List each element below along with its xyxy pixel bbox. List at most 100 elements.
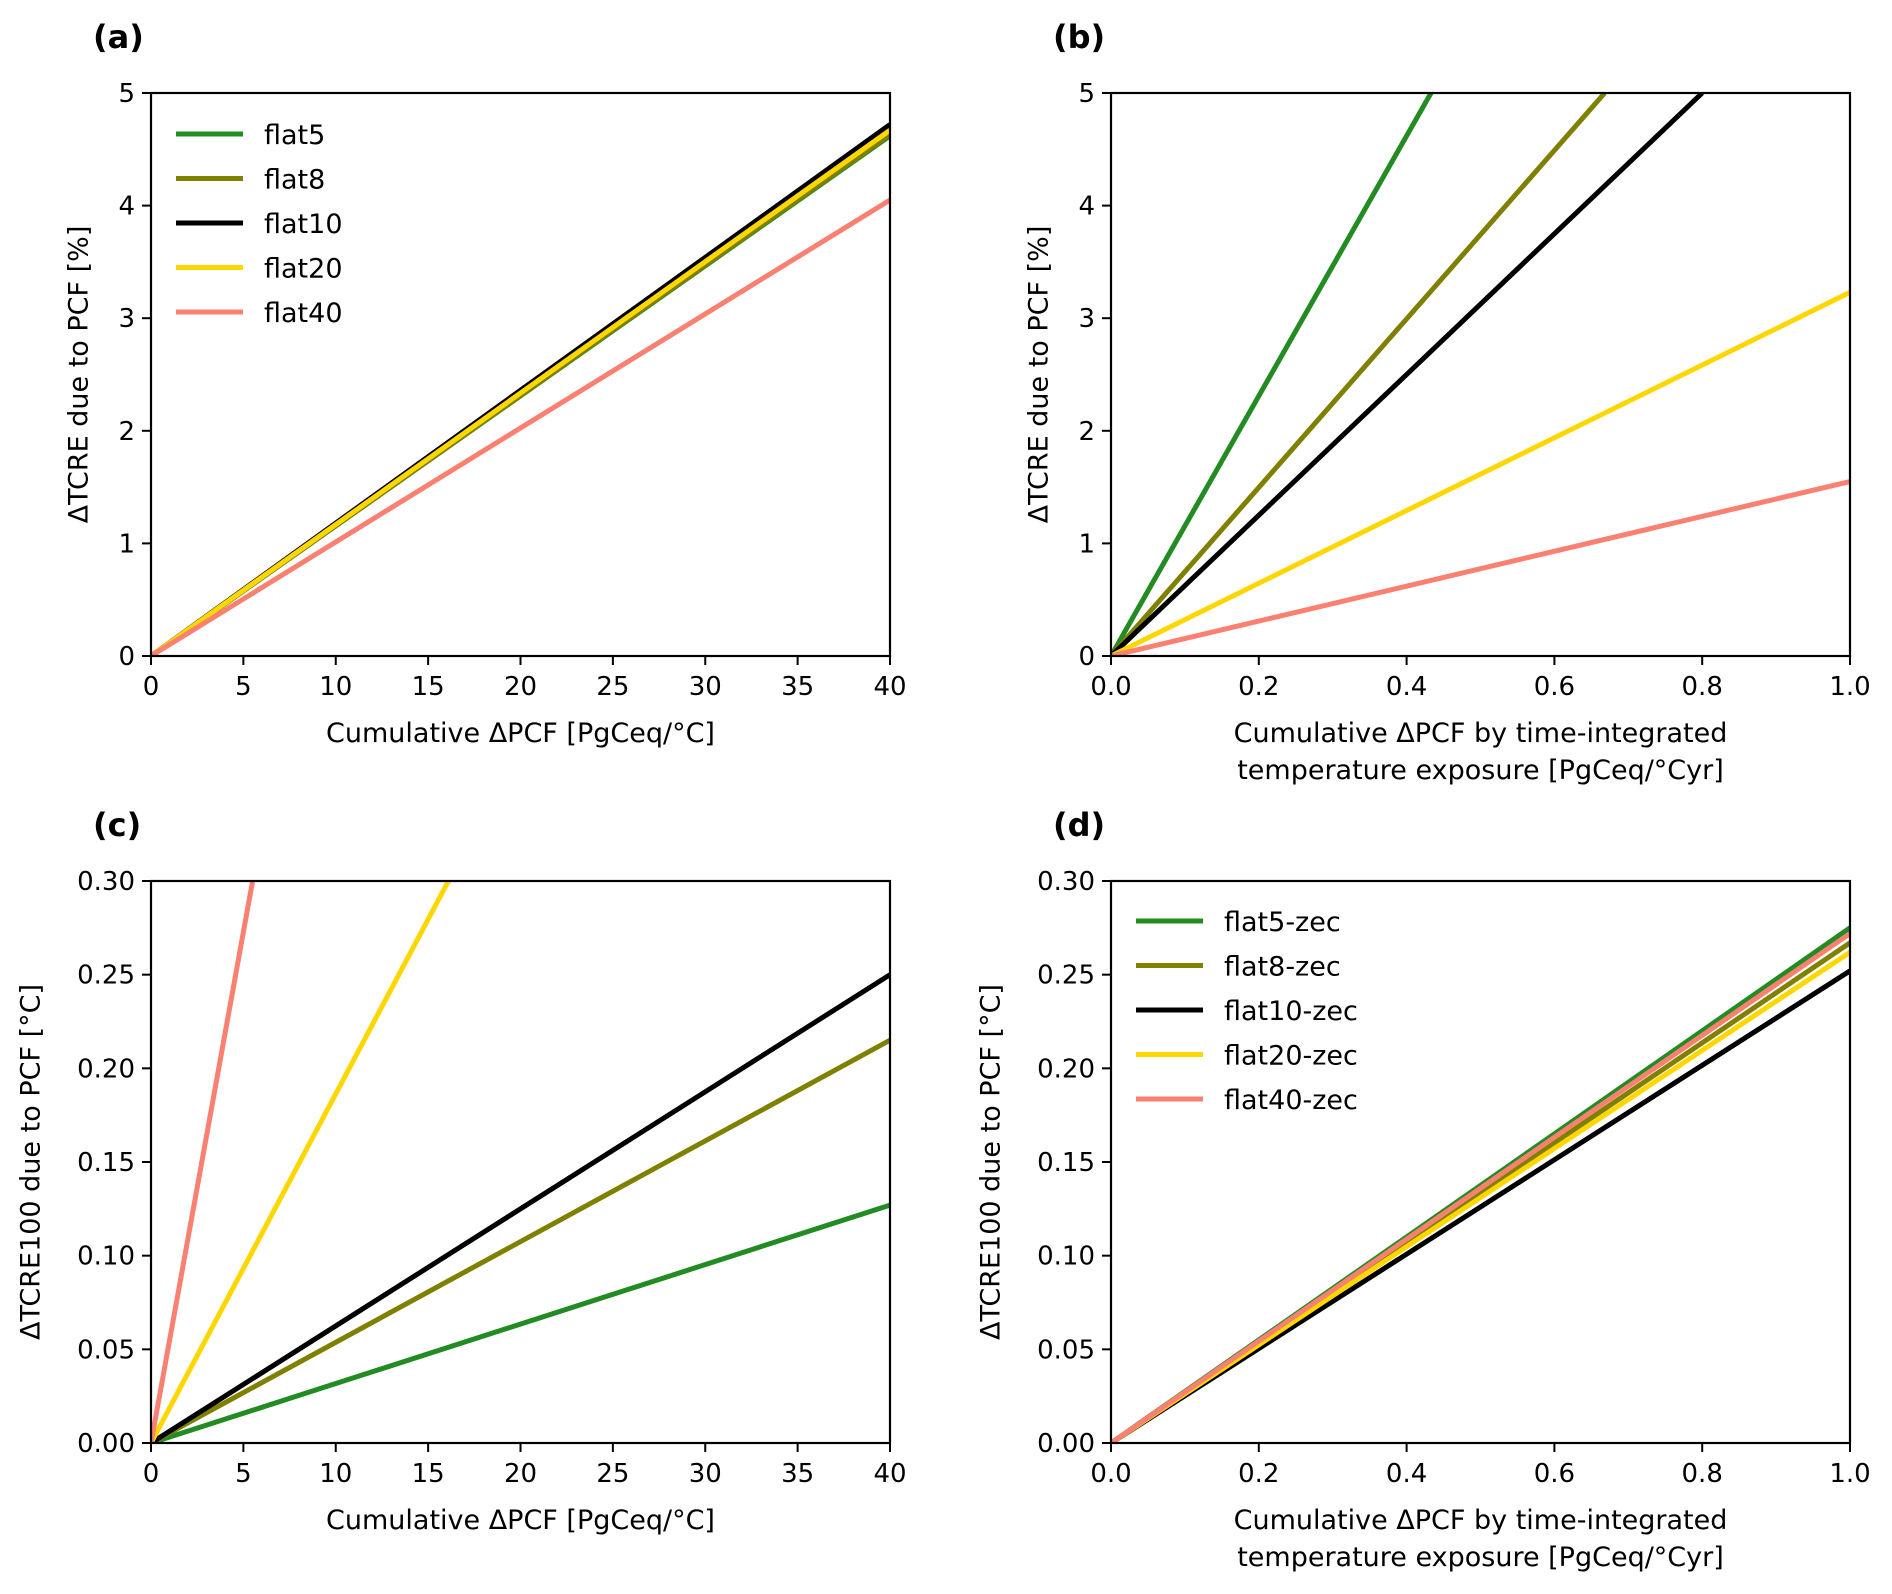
legend-label: flat8-zec: [1224, 952, 1341, 983]
y-tick-label: 0.10: [77, 1242, 135, 1272]
x-tick-label: 25: [596, 1459, 629, 1489]
series-line-flat20-zec: [1111, 950, 1850, 1443]
legend: flat5 flat8 flat10 flat20 flat40: [176, 120, 343, 329]
y-tick-label: 5: [118, 79, 135, 109]
x-tick-label: 0.6: [1534, 672, 1575, 702]
series-line-flat40: [151, 197, 890, 656]
series-line-flat8: [1111, 93, 1607, 656]
y-tick-label: 0: [1078, 642, 1095, 672]
series-line-flat5: [1111, 93, 1434, 656]
legend-label: flat40: [264, 298, 343, 329]
legend-label: flat20-zec: [1224, 1041, 1358, 1072]
x-tick-label: 15: [412, 1459, 445, 1489]
x-tick-label: 5: [235, 672, 252, 702]
series-group: [151, 881, 890, 1443]
axes-frame: [149, 91, 892, 658]
x-axis-label: temperature exposure [PgCeq/°Cyr]: [1237, 755, 1724, 786]
panel-b: 0.0 0.2 0.4 0.6 0.8 1.0 0 1 2 3 4 5 Cumulative ΔPCF …: [1024, 18, 1871, 786]
y-tick-label: 0.00: [1037, 1429, 1095, 1459]
y-axis-label: ΔTCRE due to PCF [%]: [1024, 226, 1055, 524]
panel-d: 0.0 0.2 0.4 0.6 0.8 1.0 0.00 0.05 0.10 0.15 0.20 0.…: [976, 806, 1871, 1573]
y-tick-label: 0.30: [1037, 867, 1095, 897]
y-tick-label: 0.20: [1037, 1054, 1095, 1084]
series-line-flat40: [151, 881, 256, 1443]
x-tick-label: 5: [235, 1459, 252, 1489]
y-tick-label: 3: [1078, 304, 1095, 334]
legend-label: flat40-zec: [1224, 1085, 1358, 1116]
x-tick-label: 0.2: [1238, 672, 1279, 702]
x-tick-label: 1.0: [1829, 672, 1870, 702]
panel-label: (b): [1053, 18, 1105, 56]
x-axis-label: temperature exposure [PgCeq/°Cyr]: [1237, 1542, 1724, 1573]
y-tick-label: 0.25: [77, 961, 135, 991]
x-tick-label: 0.0: [1090, 672, 1131, 702]
x-tick-label: 0.8: [1682, 672, 1723, 702]
x-tick-label: 30: [689, 1459, 722, 1489]
y-tick-label: 0.05: [1037, 1335, 1095, 1365]
y-tick-label: 0.30: [77, 867, 135, 897]
x-tick-label: 40: [873, 672, 906, 702]
x-tick-label: 20: [504, 1459, 537, 1489]
legend-label: flat5: [264, 120, 325, 151]
x-tick-label: 35: [781, 1459, 814, 1489]
x-tick-label: 0.6: [1534, 1459, 1575, 1489]
y-tick-label: 3: [118, 304, 135, 334]
y-tick-label: 1: [1078, 529, 1095, 559]
y-tick-label: 0.10: [1037, 1242, 1095, 1272]
x-axis-label: Cumulative ΔPCF [PgCeq/°C]: [326, 718, 715, 749]
x-tick-label: 0: [143, 672, 160, 702]
panel-c: 0 5 10 15 20 25 30 35 40 0.00 0.05 0.10 0.15 0.20 0.25…: [16, 806, 907, 1536]
series-line-flat8: [151, 1038, 890, 1443]
axes-frame: [149, 879, 892, 1445]
series-line-flat10: [1111, 93, 1704, 656]
y-tick-label: 5: [1078, 79, 1095, 109]
legend-label: flat20: [264, 254, 343, 285]
y-tick-label: 0.20: [77, 1054, 135, 1084]
y-tick-label: 4: [118, 192, 135, 222]
x-tick-label: 20: [504, 672, 537, 702]
legend-label: flat5-zec: [1224, 907, 1341, 938]
y-tick-label: 0.15: [1037, 1148, 1095, 1178]
y-tick-label: 0.05: [77, 1335, 135, 1365]
series-line-flat40: [1111, 479, 1850, 656]
axes-frame: [1109, 91, 1852, 658]
x-tick-label: 0.4: [1386, 672, 1427, 702]
y-tick-label: 0: [118, 642, 135, 672]
x-axis-label: Cumulative ΔPCF [PgCeq/°C]: [326, 1505, 715, 1536]
x-tick-label: 15: [412, 672, 445, 702]
y-axis-label: ΔTCRE due to PCF [%]: [64, 226, 95, 524]
y-tick-label: 0.15: [77, 1148, 135, 1178]
x-tick-label: 0: [143, 1459, 160, 1489]
x-tick-label: 0.2: [1238, 1459, 1279, 1489]
x-axis-label: Cumulative ΔPCF by time-integrated: [1234, 1505, 1728, 1536]
x-tick-label: 0.4: [1386, 1459, 1427, 1489]
y-tick-label: 0.25: [1037, 961, 1095, 991]
y-tick-label: 2: [118, 417, 135, 447]
axes-frame: [1109, 879, 1852, 1445]
y-axis-label: ΔTCRE100 due to PCF [°C]: [976, 984, 1007, 1340]
y-tick-label: 0.00: [77, 1429, 135, 1459]
series-line-flat40-zec: [1111, 931, 1850, 1443]
series-line-flat10: [151, 972, 890, 1443]
x-tick-label: 30: [689, 672, 722, 702]
x-tick-label: 1.0: [1829, 1459, 1870, 1489]
legend-label: flat10: [264, 209, 343, 240]
x-tick-label: 25: [596, 672, 629, 702]
y-tick-label: 4: [1078, 192, 1095, 222]
x-tick-label: 0.8: [1682, 1459, 1723, 1489]
series-line-flat20: [1111, 290, 1850, 656]
y-tick-label: 1: [118, 529, 135, 559]
series-line-flat5: [151, 1202, 890, 1443]
series-line-flat10-zec: [1111, 968, 1850, 1443]
legend-label: flat8: [264, 165, 325, 196]
legend-label: flat10-zec: [1224, 996, 1358, 1027]
x-axis-label: Cumulative ΔPCF by time-integrated: [1234, 718, 1728, 749]
y-tick-label: 2: [1078, 417, 1095, 447]
x-tick-label: 10: [319, 1459, 352, 1489]
series-group: [1111, 93, 1850, 656]
legend: flat5-zec flat8-zec flat10-zec flat20-zec fl…: [1136, 907, 1358, 1116]
panel-label: (d): [1053, 806, 1105, 844]
series-line-flat20: [151, 881, 451, 1443]
panel-label: (a): [93, 18, 144, 56]
